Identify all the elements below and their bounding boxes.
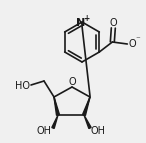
Text: OH: OH <box>91 126 106 136</box>
Text: ⁻: ⁻ <box>135 35 140 44</box>
Polygon shape <box>52 115 58 128</box>
Polygon shape <box>84 115 91 129</box>
Text: N: N <box>76 18 86 28</box>
Text: O: O <box>68 77 76 87</box>
Text: O: O <box>128 39 136 49</box>
Polygon shape <box>54 97 59 115</box>
Text: +: + <box>83 14 90 23</box>
Text: O: O <box>110 18 117 28</box>
Text: HO: HO <box>14 81 29 91</box>
Polygon shape <box>83 97 90 116</box>
Text: OH: OH <box>36 126 52 136</box>
